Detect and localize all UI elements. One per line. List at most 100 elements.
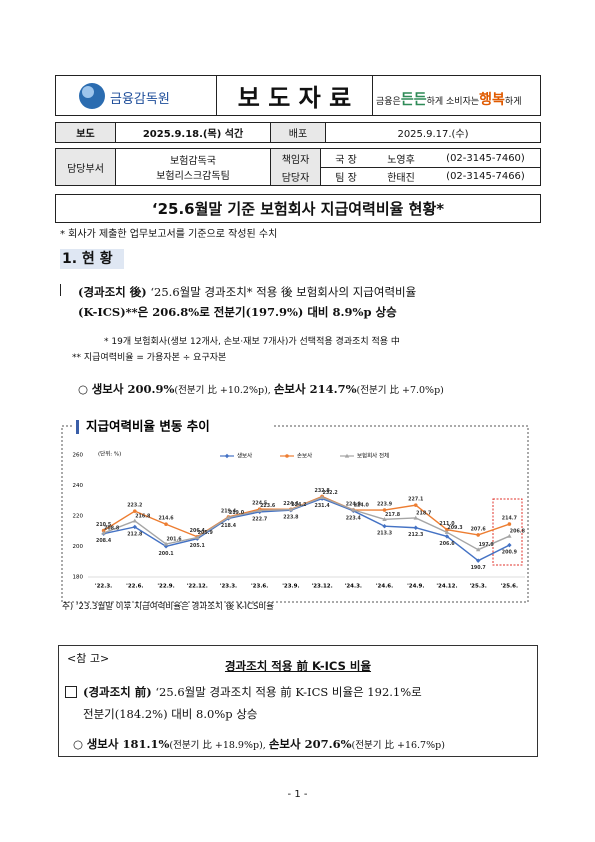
cell-label: 배포 (271, 123, 326, 142)
point-marker (476, 533, 480, 537)
data-label: 223.6 (260, 503, 276, 509)
point-marker (132, 518, 138, 523)
series-line (103, 497, 510, 562)
page-number: - 1 - (287, 789, 308, 800)
x-tick-label: '24.6. (376, 584, 393, 590)
legend-label: 생보사 (237, 452, 252, 460)
data-label: 223.4 (346, 515, 362, 521)
point-marker (413, 515, 418, 520)
y-tick-label: 200 (73, 544, 84, 550)
y-tick-label: 240 (73, 483, 84, 489)
data-label: 208.4 (96, 538, 112, 544)
data-label: 223.2 (127, 503, 142, 509)
legend-label: 손보사 (297, 452, 312, 460)
data-label: 224.2 (291, 502, 306, 508)
data-label: 231.4 (315, 503, 331, 509)
header: 금융감독원 보 도 자 료 금융은든든하게 소비자는행복하게 (55, 75, 541, 116)
x-tick-label: '22.12. (187, 584, 208, 590)
point-marker (445, 527, 449, 532)
data-label: 224.0 (346, 501, 362, 507)
data-label: 210.5 (96, 522, 111, 528)
y-tick-label: 220 (73, 514, 84, 520)
cell: 팀 장 (335, 172, 357, 184)
doc-type: 보 도 자 료 (216, 76, 373, 115)
cell: 한태진 (387, 172, 415, 184)
sub-bullet: ○ 생보사 181.1%(전분기 比 +18.9%p), 손보사 207.6%(… (73, 736, 445, 752)
bullet-label: (경과조치 後) (78, 285, 147, 299)
data-label: 214.6 (158, 516, 174, 522)
data-label: 205.9 (198, 530, 214, 536)
text: ○ (78, 382, 92, 396)
slogan-part: 하게 (504, 97, 522, 107)
data-label: 211.0 (439, 521, 455, 527)
slogan-part: 금융은 (376, 97, 401, 107)
x-tick-label: '24.12. (436, 584, 457, 590)
footnote: * 19개 보험회사(생보 12개사, 손보·재보 7개사)가 선택적용 경과조… (104, 337, 400, 347)
x-tick-label: '24.3. (345, 584, 362, 590)
point-marker (351, 507, 356, 512)
dept: 보험감독국 (170, 156, 216, 167)
point-marker (382, 517, 387, 521)
point-marker (133, 509, 137, 513)
release-row: 보도 2025.9.18.(목) 석간 배포 2025.9.17.(수) (55, 122, 541, 143)
text: (전분기 比 +18.9%p), (169, 740, 269, 751)
data-label: 213.3 (377, 531, 392, 537)
point-marker (226, 515, 231, 520)
sub-bullet: ○ 생보사 200.9%(전분기 比 +10.2%p), 손보사 214.7%(… (78, 381, 444, 397)
point-marker (224, 453, 230, 459)
text: (전분기 比 +7.0%p) (356, 385, 444, 396)
data-label: 216.8 (135, 513, 151, 519)
cell-label: 담당자 (271, 167, 321, 185)
reference-heading: 경과조치 적용 前 K-ICS 비율 (224, 659, 372, 673)
slogan: 금융은든든하게 소비자는행복하게 (376, 89, 521, 109)
chart-title: 지급여력비율 변동 추이 (86, 419, 210, 434)
data-label: 222.7 (252, 516, 267, 522)
cell-label: 책임자 (271, 149, 321, 167)
data-label: 224.5 (252, 501, 267, 507)
cell: 보험감독국 보험리스크감독팀 (116, 149, 271, 185)
data-label: 224.0 (354, 502, 370, 508)
slogan-part: 하게 소비자는 (426, 97, 480, 107)
data-label: 209.3 (447, 525, 462, 531)
point-marker (475, 547, 481, 552)
data-label: 205.1 (190, 543, 205, 549)
cell: 2025.9.18.(목) 석간 (116, 123, 271, 142)
bullet-text: 전분기(184.2%) 대비 8.0%p 상승 (83, 707, 258, 721)
x-tick-label: '25.3. (470, 584, 487, 590)
data-label: 218.4 (221, 523, 237, 529)
x-tick-label: '22.6. (126, 584, 143, 590)
data-label: 212.3 (408, 532, 423, 538)
data-label: 223.9 (377, 502, 393, 508)
point-marker (319, 495, 325, 499)
bullet-text: ‘25.6월말 경과조치 적용 前 K-ICS 비율은 192.1%로 (151, 685, 422, 699)
bullet-text: (K-ICS)**은 206.8%로 전분기(197.9%) 대비 8.9%p … (78, 305, 397, 319)
logo-mark (79, 83, 105, 109)
series-line (103, 496, 510, 551)
bullet-text: ‘25.6월말 경과조치* 적용 後 보험회사의 지급여력비율 (146, 285, 417, 299)
section-heading: 1. 현 황 (60, 249, 124, 269)
data-label: 227.1 (408, 497, 423, 503)
text: (전분기 比 +10.2%p), (174, 385, 274, 396)
slogan-part: 행복 (479, 92, 505, 108)
data-label: 197.9 (479, 542, 495, 548)
point-marker (413, 503, 418, 507)
text: 생보사 200.9% (91, 382, 175, 396)
point-marker (288, 507, 294, 512)
cell-label: 보도 (56, 123, 116, 142)
point-marker (101, 530, 106, 535)
data-label: 232.8 (315, 488, 331, 494)
data-label: 219.0 (229, 510, 245, 516)
x-tick-label: '23.12. (312, 584, 333, 590)
data-label: 232.2 (323, 490, 338, 496)
cell: 2025.9.17.(수) (397, 129, 469, 140)
footnote: ** 지급여력비율 = 가용자본 ÷ 요구자본 (72, 353, 227, 363)
y-tick-label: 180 (73, 575, 84, 581)
point-marker (344, 453, 350, 458)
reference-label: <참 고> (67, 652, 110, 665)
text: 손보사 207.6% (268, 737, 352, 751)
data-label: 224.4 (283, 501, 299, 507)
y-tick-label: 260 (73, 453, 84, 459)
point-marker (444, 530, 450, 534)
legend-label: 보험회사 전체 (357, 452, 389, 460)
data-label: 200.9 (502, 550, 518, 556)
